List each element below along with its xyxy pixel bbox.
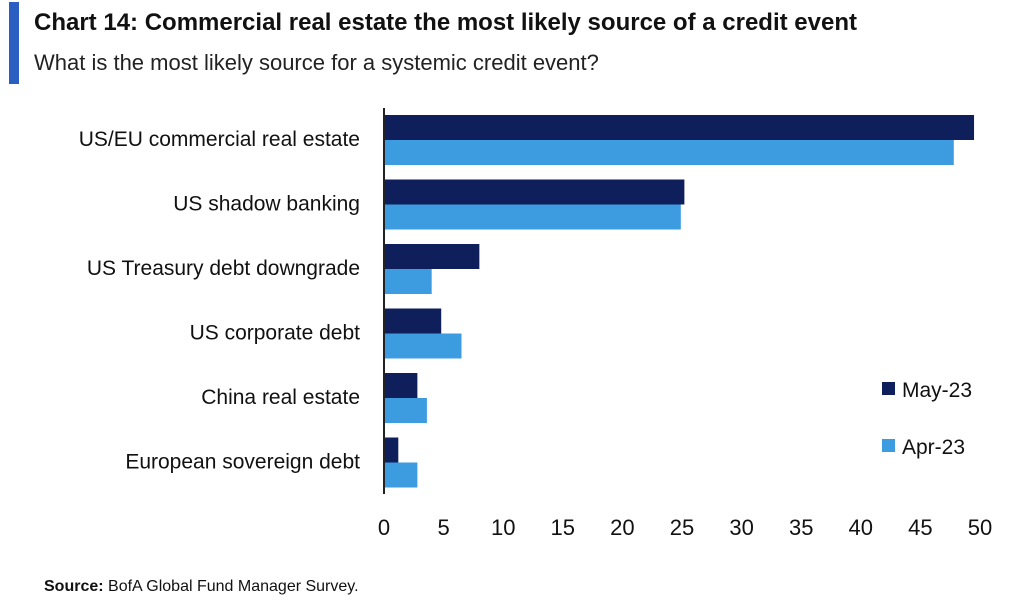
x-tick-label: 30 [729,515,753,540]
bar-apr-3 [384,333,462,359]
x-tick-label: 20 [610,515,634,540]
category-label: US shadow banking [173,193,360,216]
bar-apr-1 [384,204,681,230]
category-label: China real estate [201,386,360,409]
bar-apr-4 [384,398,427,423]
bar-may-5 [384,437,399,463]
x-tick-label: 0 [378,515,390,540]
category-label: US Treasury debt downgrade [87,257,360,280]
source-label: Source: [44,578,104,595]
chart-title: Chart 14: Commercial real estate the mos… [34,9,857,36]
accent-bar [9,2,19,84]
legend-swatch-apr [882,439,895,452]
bar-may-3 [384,308,442,334]
x-tick-label: 45 [908,515,932,540]
x-tick-label: 40 [849,515,873,540]
legend-label: Apr-23 [902,436,965,459]
bar-apr-0 [384,140,954,165]
bar-may-4 [384,373,418,398]
category-label: US/EU commercial real estate [79,128,360,151]
bar-may-1 [384,179,685,205]
chart-subtitle: What is the most likely source for a sys… [34,50,599,75]
x-tick-label: 35 [789,515,813,540]
x-tick-label: 50 [968,515,992,540]
category-label: European sovereign debt [125,451,360,474]
legend-label: May-23 [902,379,972,402]
x-tick-label: 10 [491,515,515,540]
category-label: US corporate debt [190,322,361,345]
source-text: BofA Global Fund Manager Survey. [108,578,359,595]
x-tick-label: 15 [551,515,575,540]
bar-may-2 [384,244,480,269]
source-note: Source: BofA Global Fund Manager Survey. [44,578,359,596]
x-tick-label: 25 [670,515,694,540]
bar-may-0 [384,115,975,140]
bar-apr-2 [384,269,432,294]
legend-swatch-may [882,382,895,395]
x-tick-label: 5 [437,515,449,540]
bar-apr-5 [384,462,418,488]
